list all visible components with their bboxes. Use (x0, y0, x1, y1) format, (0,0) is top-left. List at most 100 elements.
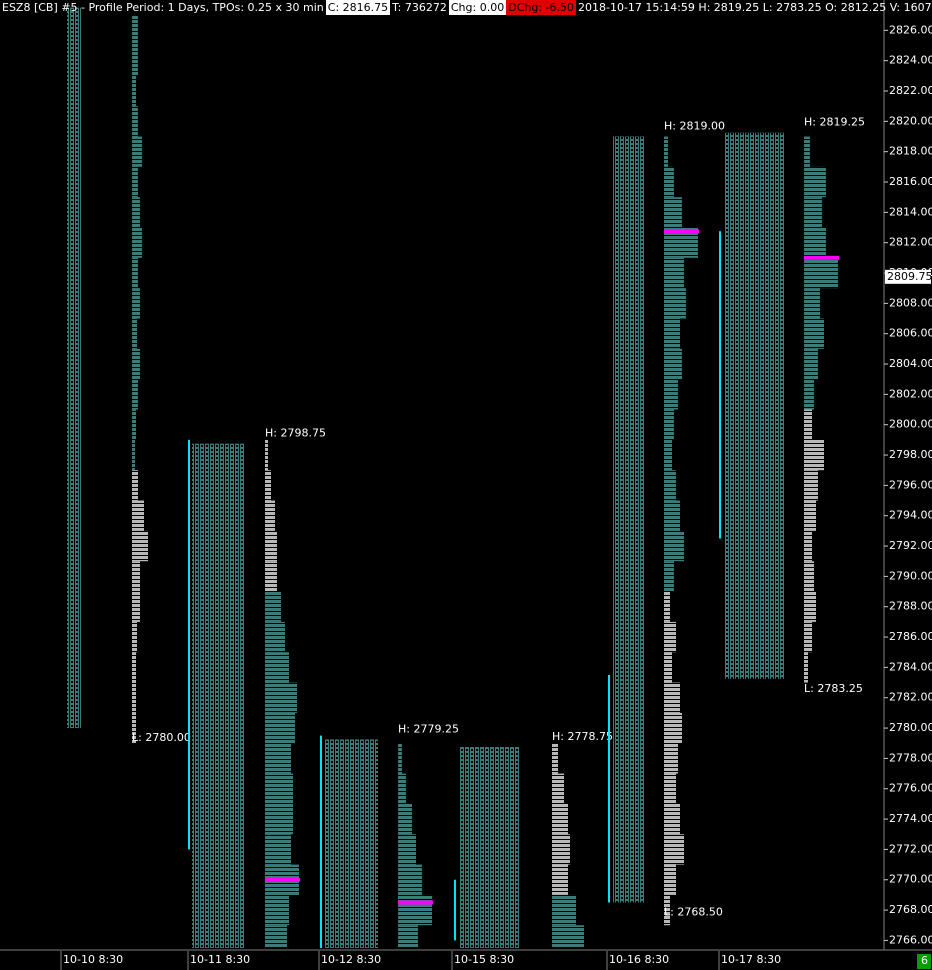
volume-bar (804, 318, 824, 349)
volume-bar (265, 925, 287, 948)
tpo-block (324, 739, 378, 948)
volume-bar (132, 561, 140, 592)
volume-bar (664, 439, 672, 471)
y-tick-label: 2792.00 (889, 539, 932, 552)
date-label: 10-10 8:30 (63, 953, 123, 966)
y-tick-label: 2782.00 (889, 691, 932, 704)
y-tick-label: 2806.00 (889, 327, 932, 340)
volume-bar (804, 561, 814, 592)
tpo-block (613, 136, 645, 903)
volume-bar (265, 743, 291, 774)
y-tick-label: 2776.00 (889, 782, 932, 795)
volume-bar (664, 834, 684, 865)
volume-bar (132, 45, 138, 76)
y-tick-label: 2766.00 (889, 933, 932, 946)
y-tick-label: 2808.00 (889, 296, 932, 309)
y-tick-label: 2824.00 (889, 54, 932, 67)
volume-bar (664, 500, 680, 531)
tpo-block (459, 747, 519, 948)
volume-bar (664, 561, 674, 592)
y-tick-label: 2802.00 (889, 387, 932, 400)
volume-bar (664, 652, 672, 683)
volume-bar (552, 925, 584, 948)
date-label: 10-12 8:30 (321, 953, 381, 966)
high-label: H: 2778.75 (552, 730, 613, 743)
volume-bar (804, 288, 820, 319)
date-bar (0, 950, 932, 970)
volume-bar (132, 75, 136, 107)
volume-bar (132, 500, 144, 531)
volume-bar (132, 652, 136, 683)
volume-bar (664, 682, 680, 713)
volume-bar (265, 894, 289, 926)
volume-bar (664, 136, 668, 167)
price-axis-bg (884, 0, 932, 950)
volume-bar (132, 470, 138, 501)
volume-bar (132, 348, 140, 380)
volume-bar (552, 743, 558, 774)
tpo-block (725, 132, 785, 679)
volume-bar (664, 348, 682, 380)
volume-bar (265, 803, 293, 835)
y-tick-label: 2794.00 (889, 509, 932, 522)
header-info: 2018-10-17 15:14:59 H: 2819.25 L: 2783.2… (578, 1, 932, 14)
volume-bar (804, 136, 810, 167)
header: ESZ8 [CB] #5 - Profile Period: 1 Days, T… (0, 0, 932, 15)
volume-bar (664, 197, 682, 228)
volume-bar (265, 530, 277, 562)
volume-bar (664, 712, 682, 744)
volume-bar (804, 439, 824, 471)
volume-bar (398, 925, 418, 948)
y-tick-label: 2778.00 (889, 751, 932, 764)
volume-bar (132, 318, 137, 349)
y-tick-label: 2816.00 (889, 175, 932, 188)
volume-bar (552, 773, 564, 804)
volume-bar (664, 591, 670, 622)
volume-bar (398, 803, 412, 835)
volume-bar (265, 621, 285, 653)
volume-bar (132, 197, 140, 228)
low-label: L: 2768.50 (664, 905, 723, 918)
volume-bar (398, 743, 402, 774)
poc-line (398, 900, 433, 905)
volume-bar (265, 712, 295, 744)
y-tick-label: 2784.00 (889, 660, 932, 673)
volume-bar (664, 318, 680, 349)
header-title: ESZ8 [CB] #5 - Profile Period: 1 Days, T… (2, 1, 324, 14)
volume-bar (804, 379, 814, 410)
volume-bar (552, 894, 576, 926)
volume-bar (552, 834, 570, 865)
volume-bar (265, 591, 281, 622)
volume-bar (664, 894, 670, 926)
high-label: H: 2819.00 (664, 120, 725, 133)
volume-bar (804, 227, 826, 258)
y-tick-label: 2788.00 (889, 600, 932, 613)
volume-bar (804, 348, 818, 380)
volume-bar (664, 409, 674, 440)
volume-bar (804, 197, 822, 228)
volume-bar (132, 288, 140, 319)
volume-bar (132, 712, 136, 744)
volume-bar (265, 561, 277, 592)
volume-bar (804, 500, 816, 531)
volume-bar (265, 470, 271, 501)
tpo-block (67, 7, 81, 729)
volume-bar (804, 591, 816, 622)
volume-bar (552, 803, 568, 835)
volume-bar (664, 803, 680, 835)
y-tick-label: 2772.00 (889, 842, 932, 855)
volume-bar (804, 409, 812, 440)
volume-bar (132, 15, 138, 46)
last-price-label: 2809.75 (887, 270, 932, 283)
y-tick-label: 2786.00 (889, 630, 932, 643)
volume-bar (804, 652, 808, 683)
volume-bar (804, 166, 826, 198)
volume-bar (552, 864, 568, 895)
header-change: Chg: 0.00 (448, 0, 507, 15)
y-tick-label: 2768.00 (889, 903, 932, 916)
y-tick-label: 2790.00 (889, 569, 932, 582)
volume-bar (132, 227, 142, 258)
low-label: L: 2780.00 (132, 731, 191, 744)
y-tick-label: 2804.00 (889, 357, 932, 370)
